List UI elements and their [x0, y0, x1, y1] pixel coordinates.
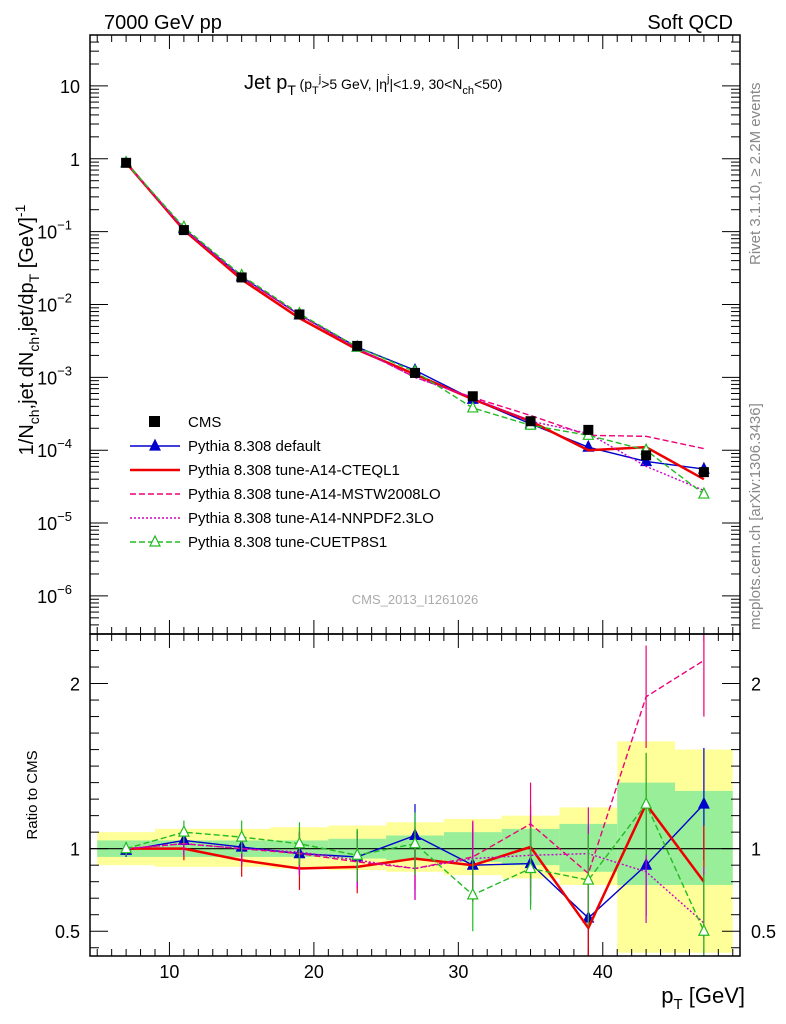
ratio-marker — [697, 796, 710, 809]
mcplots-label: mcplots.cern.ch [arXiv:1306.3436] — [747, 403, 764, 630]
ratio-tick-label-right: 0.5 — [751, 922, 776, 942]
ratio-marker — [697, 923, 710, 936]
ratio-marker — [235, 829, 248, 842]
legend-label: Pythia 8.308 tune-CUETP8S1 — [188, 534, 387, 551]
analysis-watermark: CMS_2013_I1261026 — [352, 592, 479, 607]
legend-label: Pythia 8.308 tune-A14-NNPDF2.3LO — [188, 510, 434, 527]
collision-header: 7000 GeV pp — [104, 12, 222, 34]
data-point — [121, 157, 132, 168]
ratio-axis-label: Ratio to CMS — [24, 750, 41, 839]
series-line — [125, 162, 705, 481]
data-point — [583, 424, 594, 435]
ratio-line — [125, 802, 705, 932]
y-tick-label: 10−2 — [37, 290, 72, 315]
data-point — [467, 391, 478, 402]
category-header: Soft QCD — [647, 12, 733, 34]
ratio-marker — [466, 887, 479, 900]
legend: CMS Pythia 8.308 default Pythia 8.308 tune… — [130, 414, 441, 551]
y-tick-label: 10−1 — [37, 218, 72, 243]
data-point — [410, 367, 420, 378]
ratio-marker — [293, 836, 306, 849]
ratio-line — [126, 843, 705, 924]
series-marker — [697, 486, 710, 499]
plot-title: Jet pT (pTj>5 GeV, |ηj|<1.9, 30<Nch<50) — [244, 72, 502, 98]
series-line — [125, 162, 705, 450]
series-line — [125, 162, 705, 492]
ratio-tick-label-right: 2 — [751, 675, 761, 695]
data-point — [352, 340, 363, 351]
ratio-marker — [351, 847, 364, 860]
legend-label: CMS — [188, 414, 221, 431]
y-tick-label: 10−3 — [37, 363, 72, 388]
legend-label: Pythia 8.308 tune-A14-MSTW2008LO — [188, 486, 441, 503]
ratio-tick-label: 1 — [70, 840, 80, 860]
data-point — [525, 416, 536, 427]
data-point — [178, 225, 189, 236]
y-tick-label: 10−4 — [37, 436, 72, 461]
x-tick-label: 40 — [593, 962, 613, 982]
data-point — [236, 272, 247, 283]
y-tick-label: 10−5 — [37, 509, 72, 534]
legend-marker-cms — [149, 416, 160, 427]
ratio-marker — [524, 861, 537, 874]
ratio-marker — [582, 872, 595, 885]
data-point — [294, 309, 305, 320]
legend-label: Pythia 8.308 default — [188, 438, 321, 455]
ratio-marker — [409, 836, 421, 849]
x-tick-label: 10 — [159, 962, 179, 982]
legend-marker — [149, 438, 161, 451]
ratio-tick-label-right: 1 — [751, 840, 761, 860]
y-tick-label: 1 — [70, 150, 80, 170]
ratio-tick-label: 2 — [70, 675, 80, 695]
legend-label: Pythia 8.308 tune-A14-CTEQL1 — [188, 462, 400, 479]
legend-marker — [149, 534, 161, 547]
data-point — [698, 467, 709, 478]
series-marker — [466, 400, 479, 413]
rivet-label: Rivet 3.1.10, ≥ 2.2M events — [747, 83, 764, 266]
ratio-marker — [640, 796, 653, 809]
ratio-frame — [89, 633, 741, 957]
series-marker — [640, 454, 653, 467]
x-axis-label: pT [GeV] — [661, 983, 745, 1013]
y-tick-label: 10−6 — [37, 582, 72, 607]
data-point — [641, 450, 652, 461]
ratio-marker — [177, 824, 190, 837]
ratio-panel: 10 20 30 40 0.5 0.5 1 1 2 2 — [55, 634, 776, 982]
main-panel: 10−6 10−5 10−4 10−3 10−2 10−1 1 10 — [37, 34, 740, 635]
ratio-marker — [120, 841, 133, 854]
x-tick-label: 30 — [448, 962, 468, 982]
ratio-tick-label: 0.5 — [55, 922, 80, 942]
x-tick-label: 20 — [304, 962, 324, 982]
y-tick-label: 10 — [60, 77, 80, 97]
